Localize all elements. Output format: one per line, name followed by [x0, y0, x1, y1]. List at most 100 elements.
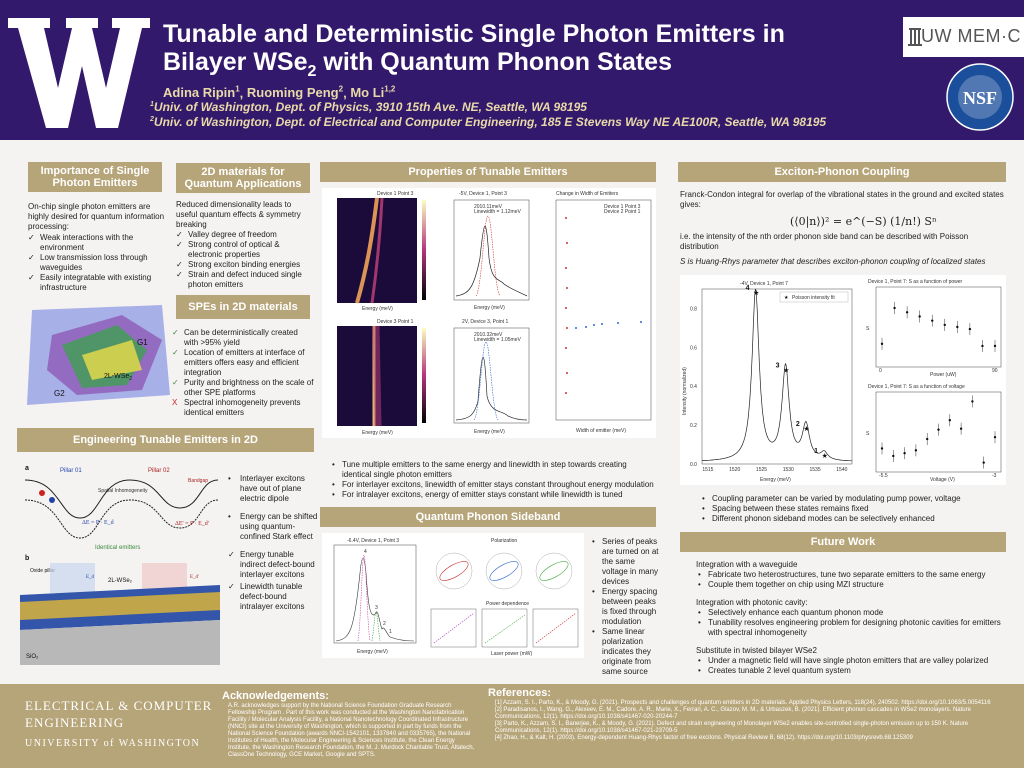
exciton-figure: -4V, Device 1, Point 7 0.0 0.2 0.4 0.6 0.8 1…	[680, 275, 1006, 485]
data-point	[893, 306, 896, 310]
spec2-legend-2: Linewidth = 1.05meV	[474, 337, 522, 343]
future-group3-list: Under a magnetic field will have single …	[696, 656, 1001, 676]
importance-header: Importance of Single Photon Emitters	[28, 162, 162, 192]
y-tick-label: 0.6	[690, 345, 697, 351]
list-item: • Interlayer excitons have out of plane e…	[228, 474, 305, 503]
data-point	[981, 344, 984, 348]
power-ylabel: S	[866, 326, 870, 332]
peak-4-label: 4	[364, 549, 367, 555]
fit-point-star: ★	[803, 425, 809, 433]
tunable-header: Properties of Tunable Emitters	[320, 162, 656, 182]
scatter-title: Change in Width of Emitters	[556, 191, 619, 197]
data-point	[943, 323, 946, 327]
spec2-legend-1: 2010.32meV	[474, 332, 503, 338]
peak-label: 1	[814, 448, 818, 455]
bandgap-label: Bandgap	[188, 478, 208, 484]
future-group1-head: Integration with a waveguide	[696, 560, 798, 569]
list-item: Different phonon sideband modes can be s…	[700, 514, 1000, 524]
poisson-peak-labels: 4 3 2 1	[746, 285, 819, 455]
scatter-legend-1: Device 1 Point 3	[604, 204, 641, 210]
list-item: ✓ Low transmission loss through waveguide…	[28, 253, 148, 272]
heatmap-device3: Device 3 Point 1 Energy (meV)	[337, 319, 426, 436]
pillar2-label: Pillar 02	[148, 468, 170, 474]
poisson-legend-label: Poisson intensity fit	[792, 295, 835, 301]
poisson-fit-points: ★ ★ ★ ★	[753, 289, 828, 460]
check-icon: ✓	[172, 328, 179, 337]
exciton-note: i.e. the intensity of the nth order phon…	[680, 232, 969, 251]
title-block: Tunable and Deterministic Single Photon …	[163, 20, 903, 86]
map2-xlabel: Energy (meV)	[362, 430, 393, 436]
wse2-label: 2L-WSe2	[104, 373, 132, 382]
power-plot-area	[875, 286, 1002, 368]
ed2-label: E_d'	[190, 575, 199, 580]
fig-a-label: a	[25, 465, 29, 472]
list-item: Selectively enhance each quantum phonon …	[696, 608, 1001, 618]
x-tick-label: 1535	[810, 467, 821, 473]
list-item: • Energy can be shifted using quantum-con…	[228, 512, 318, 541]
g1-label: G1	[137, 338, 148, 347]
author-3: Mo Li1,2	[350, 85, 396, 101]
data-point	[993, 435, 997, 439]
spec1-title: -5V, Device 1, Point 3	[459, 191, 507, 197]
check-icon: ✓	[172, 348, 179, 357]
ack-title: Acknowledgements:	[222, 690, 329, 702]
sideband-plot-title: -6.4V, Device 1, Point 3	[347, 538, 399, 544]
wse2-label: 2L-WSe₂	[108, 578, 133, 584]
poisson-xlabel: Energy (meV)	[760, 477, 791, 483]
check-icon: ✓	[172, 378, 179, 387]
data-point	[903, 451, 906, 455]
reference-item: [3] Parto, K., Azzam, S. I., Banerjee, K…	[495, 721, 969, 734]
sideband-header: Quantum Phonon Sideband	[320, 507, 656, 527]
spes-list: ✓ Can be deterministically created with >…	[172, 328, 314, 418]
uw-w-logo	[8, 18, 150, 128]
tunable-figure: Device 1 Point 3 Energy (meV) -5V, Devic…	[322, 188, 656, 438]
list-item: Energy spacing between peaks is fixed th…	[590, 587, 660, 627]
list-item: Coupling parameter can be varied by modu…	[700, 494, 1000, 504]
data-point	[926, 437, 929, 441]
spec1-legend-1: 2010.11meV	[474, 204, 503, 210]
twod-intro: Reduced dimensionality leads to useful q…	[176, 200, 301, 229]
check-icon: ✓	[176, 260, 183, 269]
list-item: ✓ Strain and defect induced single photon…	[176, 270, 302, 289]
sideband-xlabel: Energy (meV)	[357, 649, 388, 655]
peak-1-label: 1	[389, 629, 392, 635]
future-group3-head: Substitute in twisted bilayer WSe2	[696, 646, 817, 655]
data-point	[880, 447, 884, 450]
list-item: ✓ Can be deterministically created with >…	[172, 328, 298, 347]
importance-intro: On-chip single photon emitters are highl…	[28, 202, 165, 231]
exciton-header: Exciton-Phonon Coupling	[678, 162, 1006, 182]
data-point	[905, 311, 909, 314]
power-xlabel: Laser power (mW)	[491, 651, 532, 657]
data-point	[959, 427, 963, 430]
engineering-header: Engineering Tunable Emitters in 2D	[17, 428, 314, 452]
voltage-chart-title: Device 1, Point 7: S as a function of vo…	[868, 384, 965, 390]
polarization-power-figure: Polarization Power dependence Laser powe…	[430, 538, 579, 657]
fit-point-star: ★	[783, 367, 789, 375]
importance-body: On-chip single photon emitters are highl…	[28, 202, 168, 293]
tunable-list: Tune multiple emitters to the same energ…	[330, 460, 655, 500]
data-point	[956, 325, 959, 329]
check-icon: ✓	[28, 253, 35, 262]
poster-footer	[0, 684, 1024, 768]
poster-title-line2: Bilayer WSe2 with Quantum Phonon States	[163, 48, 672, 80]
list-item: For interlayer excitons, linewidth of em…	[330, 480, 655, 490]
scatter-legend-2: Device 2 Point 1	[604, 209, 641, 215]
references: [1] Azzam, S. I., Parto, K., & Moody, G.…	[495, 700, 1005, 742]
data-point	[880, 342, 884, 346]
ref-title: References:	[488, 687, 551, 699]
identical-label: Identical emitters	[95, 545, 140, 551]
list-item: Series of peaks are turned on at the sam…	[590, 537, 660, 587]
power-xlabel: Power (uW)	[930, 372, 957, 378]
y-tick-label: 0.4	[690, 384, 697, 390]
x-tick-label: 1540	[836, 467, 847, 473]
voltage-ylabel: S	[866, 431, 870, 437]
twod-header: 2D materials for Quantum Applications	[176, 163, 310, 193]
list-item: ✓ Linewidth tunable defect-bound intralay…	[228, 582, 305, 611]
list-item: Couple them together on chip using MZI s…	[696, 580, 1001, 590]
power-chart-title: Device 1, Point 7: S as a function of po…	[868, 279, 963, 285]
list-item: Tunability resolves engineering problem …	[696, 618, 1001, 638]
poisson-legend-star: ★	[784, 295, 789, 301]
spatial-label: Spatial Inhomogeneity	[98, 488, 148, 494]
list-item: ✓ Easily integratable with existing infra…	[28, 273, 152, 292]
list-item: Same linear polarization indicates they …	[590, 627, 660, 677]
